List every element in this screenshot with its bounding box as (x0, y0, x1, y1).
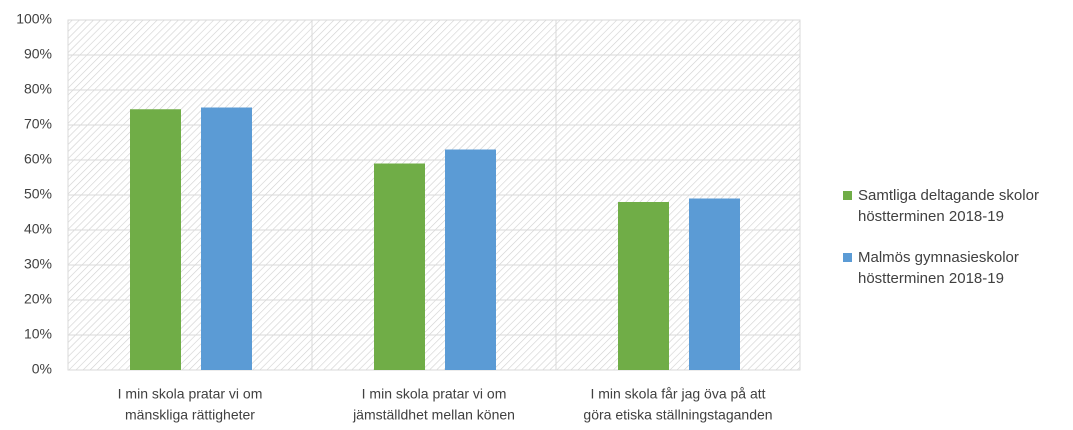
y-tick-label: 60% (24, 151, 52, 167)
legend-swatch (843, 191, 852, 200)
x-tick-label: mänskliga rättigheter (125, 407, 255, 423)
y-tick-label: 30% (24, 256, 52, 272)
y-tick-label: 10% (24, 326, 52, 342)
bar (201, 107, 252, 370)
x-tick-label: I min skola pratar vi om (118, 386, 263, 402)
y-tick-label: 90% (24, 46, 52, 62)
legend-swatch (843, 253, 852, 262)
y-tick-label: 40% (24, 221, 52, 237)
y-tick-label: 0% (32, 361, 52, 377)
bar (689, 198, 740, 370)
bar (618, 202, 669, 370)
x-tick-label: göra etiska ställningstaganden (583, 407, 772, 423)
bar (374, 163, 425, 370)
x-tick-label: jämställdhet mellan könen (352, 407, 515, 423)
x-tick-label: I min skola pratar vi om (362, 386, 507, 402)
x-tick-label: I min skola får jag öva på att (590, 386, 765, 402)
legend-label: Malmös gymnasieskolor höstterminen 2018-… (858, 249, 1019, 287)
y-tick-label: 70% (24, 116, 52, 132)
bar (130, 109, 181, 370)
y-tick-label: 80% (24, 81, 52, 97)
y-tick-label: 20% (24, 291, 52, 307)
y-tick-label: 50% (24, 186, 52, 202)
y-tick-label: 100% (16, 11, 52, 27)
bar (445, 149, 496, 370)
legend-label: Samtliga deltagande skolor höstterminen … (858, 187, 1039, 225)
